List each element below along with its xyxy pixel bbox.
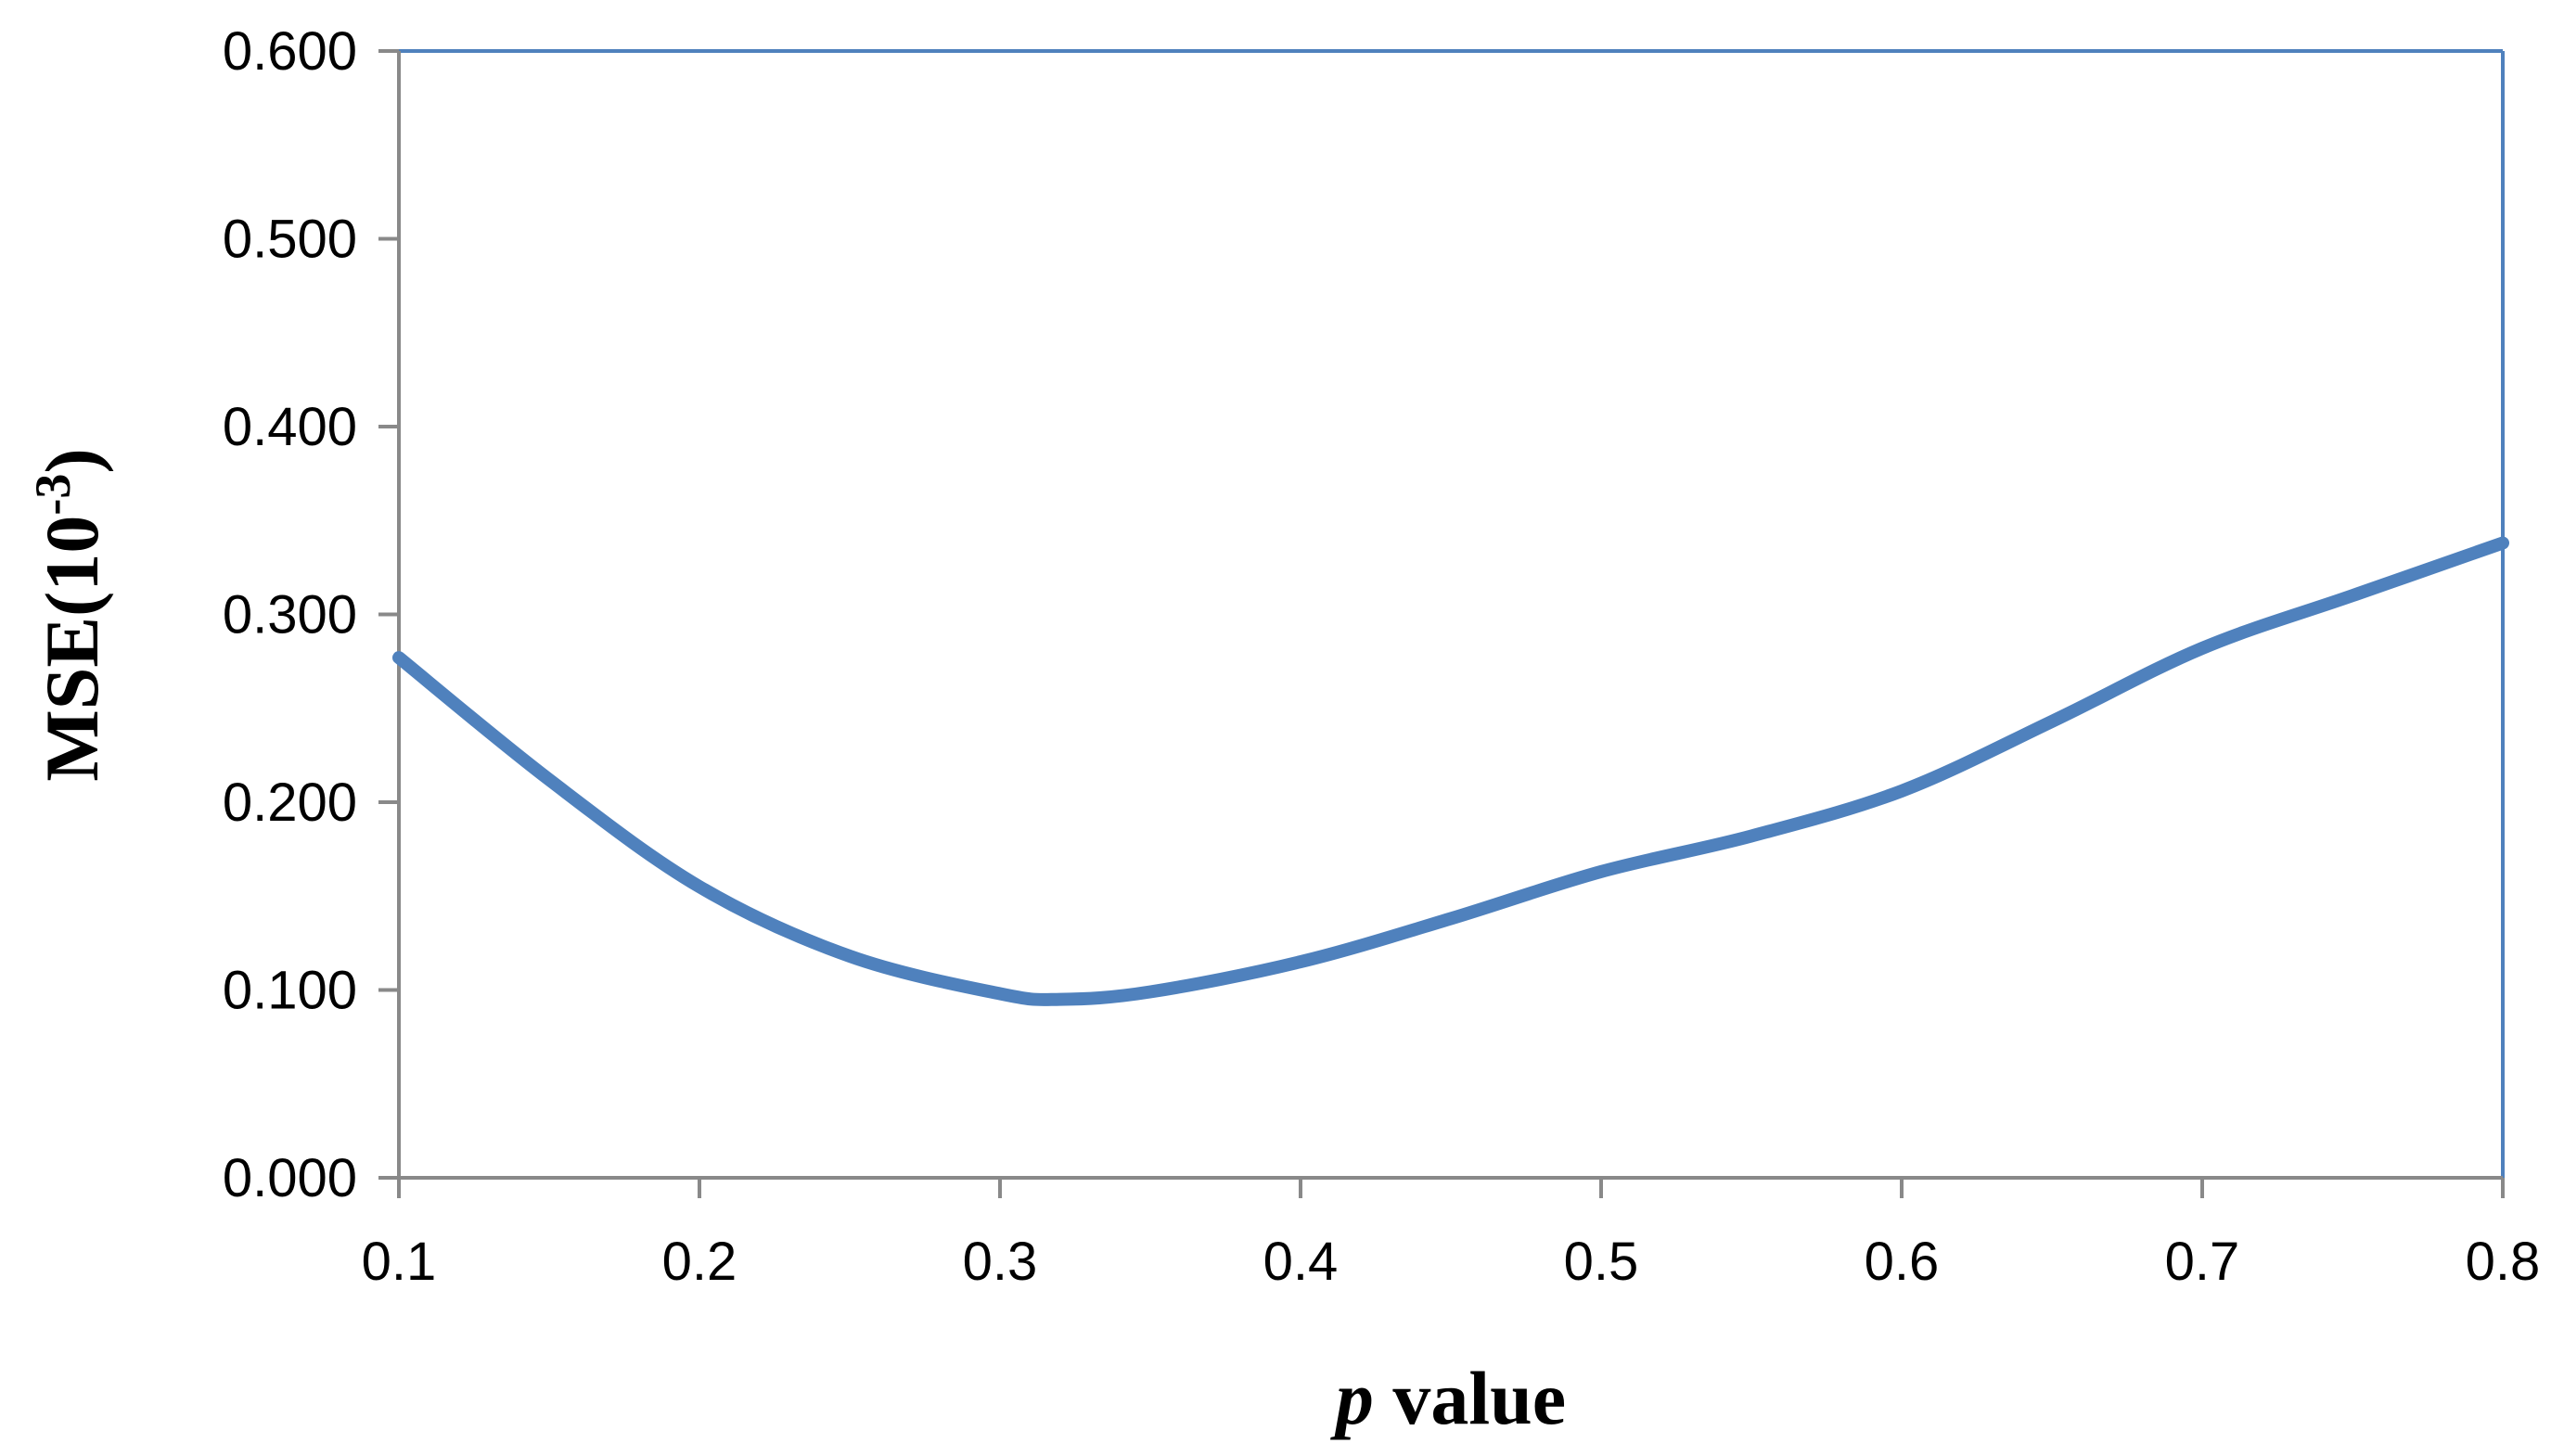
plot-area	[399, 51, 2503, 1178]
x-tick-label: 0.3	[963, 1232, 1038, 1292]
y-axis-title-base: MSE(10	[30, 516, 114, 782]
x-tick-label: 0.5	[1564, 1232, 1639, 1292]
x-axis-title-rest: value	[1374, 1356, 1566, 1440]
y-tick-label: 0.200	[223, 773, 357, 833]
x-tick-label: 0.2	[662, 1232, 737, 1292]
y-axis-title-close: )	[30, 448, 114, 473]
ticks: 0.000 0.100 0.200 0.300 0.400 0.500 0.600 0.1 0.…	[223, 21, 2540, 1292]
x-tick-label: 0.6	[1865, 1232, 1940, 1292]
series-group	[392, 536, 2509, 1006]
y-tick-label: 0.400	[223, 397, 357, 457]
x-axis-title-p: p	[1330, 1356, 1374, 1440]
y-tick-label: 0.100	[223, 961, 357, 1021]
x-tick-label: 0.4	[1263, 1232, 1339, 1292]
y-tick-label: 0.600	[223, 21, 357, 82]
y-tick-label: 0.000	[223, 1148, 357, 1208]
x-tick-label: 0.7	[2165, 1232, 2240, 1292]
x-tick-label: 0.8	[2466, 1232, 2541, 1292]
y-axis-title-sup: -3	[25, 474, 81, 516]
x-tick-label: 0.1	[362, 1232, 437, 1292]
y-tick-label: 0.300	[223, 585, 357, 645]
x-axis-title: p value	[1330, 1356, 1566, 1440]
y-axis-title: MSE(10-3)	[25, 448, 114, 781]
y-tick-label: 0.500	[223, 210, 357, 270]
series-line	[392, 536, 2509, 1006]
